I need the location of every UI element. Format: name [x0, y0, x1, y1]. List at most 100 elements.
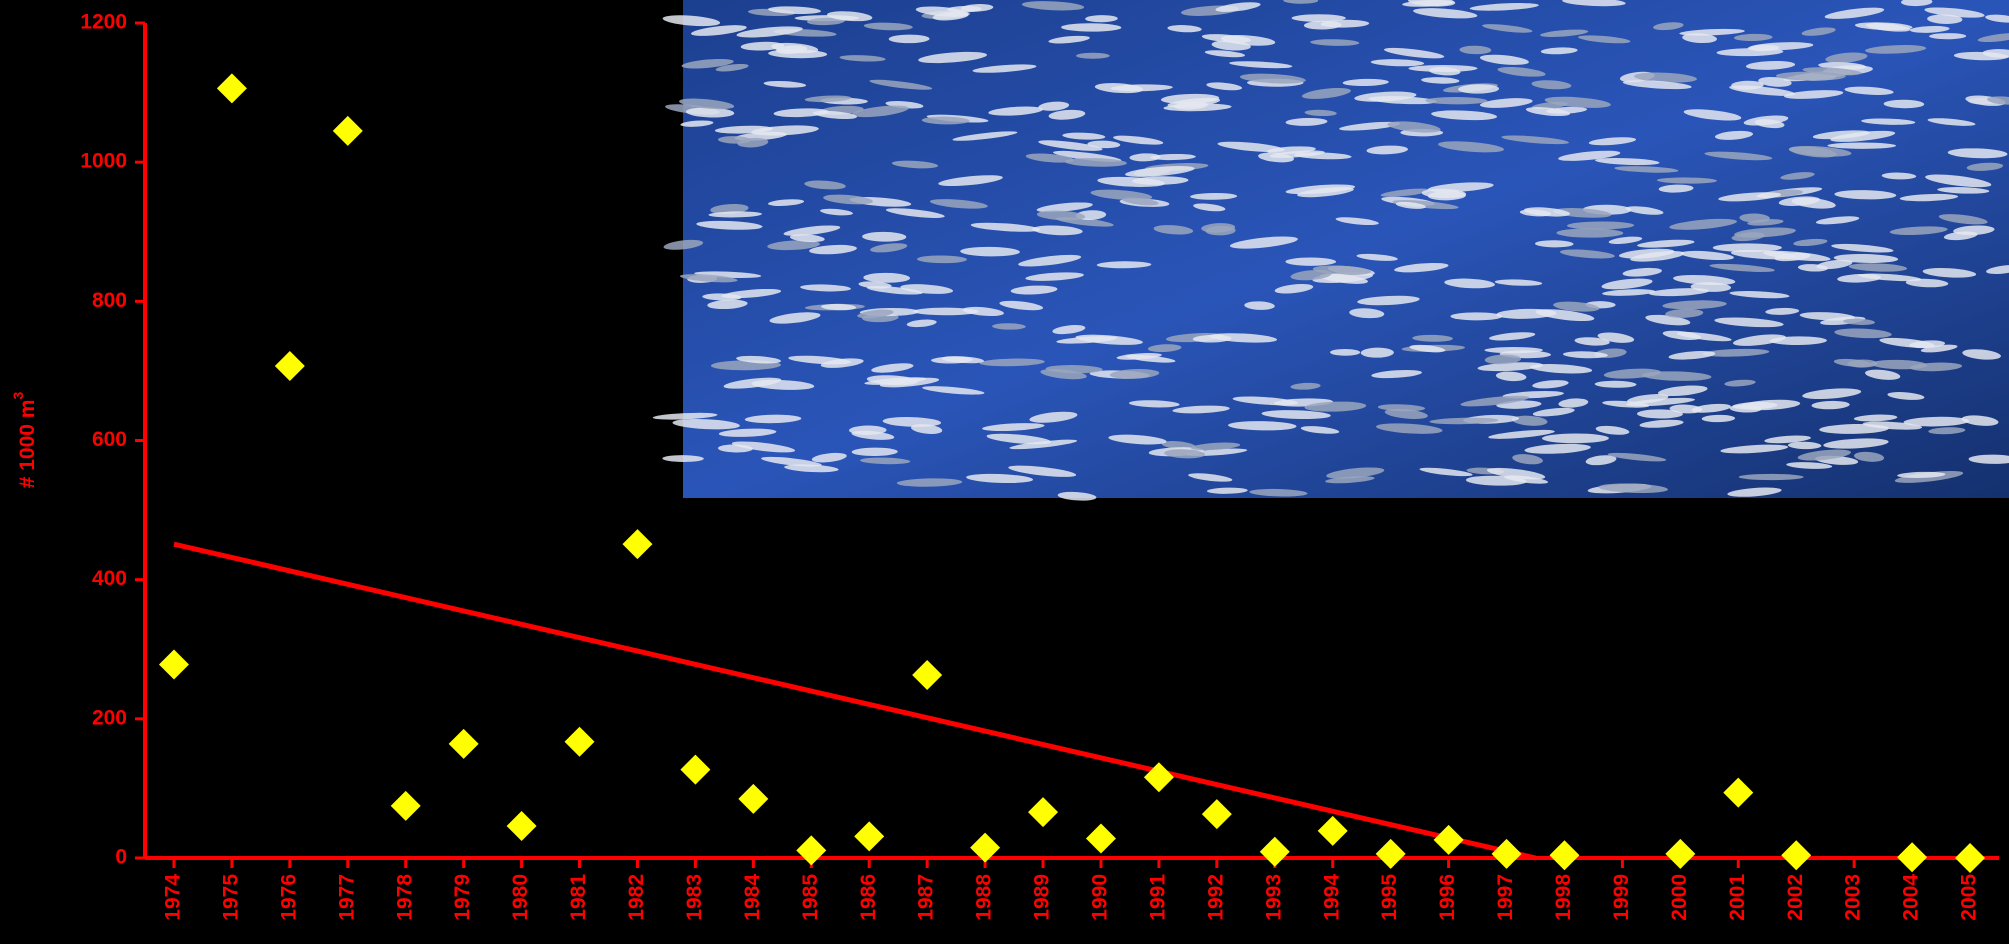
fish	[866, 286, 923, 295]
fish	[1489, 332, 1536, 341]
fish	[820, 358, 864, 368]
fish	[1429, 417, 1499, 425]
fish	[1691, 403, 1731, 413]
fish	[1858, 273, 1922, 282]
fish	[1731, 232, 1765, 242]
x-tick-label: 1988	[973, 874, 996, 921]
point	[216, 73, 247, 104]
fish	[1190, 442, 1241, 451]
x-tick-label: 1978	[393, 874, 416, 921]
fish	[1501, 135, 1569, 145]
fish	[1038, 101, 1070, 111]
fish	[1595, 425, 1630, 435]
x-tick-label: 1991	[1146, 874, 1169, 921]
fish	[1459, 45, 1492, 55]
fish	[1786, 462, 1833, 469]
fish	[1938, 214, 1988, 225]
y-tick-label: 1000	[80, 150, 127, 173]
fish	[1163, 103, 1232, 112]
fish	[1673, 274, 1736, 286]
fish	[1090, 189, 1153, 201]
fish	[1758, 76, 1792, 87]
fish	[1431, 110, 1498, 121]
fish	[652, 412, 718, 420]
fish	[1450, 312, 1503, 321]
fish	[740, 41, 785, 51]
fish	[1232, 396, 1299, 406]
fish	[1636, 409, 1683, 419]
point	[1201, 799, 1232, 830]
fish	[1865, 369, 1901, 380]
fish	[1116, 353, 1162, 360]
point	[854, 821, 885, 852]
fish	[1025, 272, 1084, 281]
fish	[1261, 410, 1331, 419]
y-tick-label: 0	[115, 846, 127, 869]
fish	[1160, 93, 1220, 104]
fish	[1830, 130, 1896, 142]
fish	[1421, 188, 1467, 199]
fish	[1048, 109, 1086, 120]
x-tick-label: 1993	[1262, 874, 1285, 921]
point	[158, 649, 189, 680]
fish	[879, 377, 940, 388]
fish	[806, 17, 845, 26]
fish	[1899, 193, 1959, 202]
fish	[1045, 365, 1103, 374]
x-tick-label: 2002	[1784, 874, 1807, 921]
fish	[1774, 252, 1811, 262]
fish	[811, 452, 847, 463]
fish	[1339, 121, 1401, 131]
fish	[1883, 99, 1925, 109]
fish	[1477, 362, 1544, 372]
fish	[1683, 109, 1742, 121]
fish	[1802, 67, 1862, 76]
fish	[1588, 137, 1637, 146]
point	[1955, 843, 1986, 873]
fish	[917, 255, 967, 264]
fish	[1727, 487, 1782, 497]
fish	[679, 274, 738, 283]
fish	[1783, 90, 1844, 99]
y-tick-label: 200	[92, 706, 127, 729]
fish	[1153, 225, 1194, 235]
fish	[1368, 96, 1437, 105]
fish	[1968, 454, 2009, 464]
point	[1433, 824, 1464, 855]
fish	[1193, 203, 1226, 212]
fish	[1825, 52, 1868, 63]
fish	[1283, 0, 1319, 4]
fish	[1009, 439, 1078, 450]
fish	[922, 386, 985, 395]
point	[564, 726, 595, 757]
fish	[1075, 52, 1110, 59]
point	[448, 728, 479, 759]
x-tick-label: 2000	[1668, 874, 1691, 921]
y-axis-label-sup: 3	[10, 392, 26, 400]
fish	[1249, 488, 1308, 497]
fish	[1982, 49, 2009, 58]
photo	[652, 0, 2009, 501]
x-tick-label: 1985	[799, 874, 822, 921]
fish	[761, 456, 822, 467]
fish	[1274, 284, 1314, 294]
fish	[1844, 86, 1894, 95]
fish	[1342, 78, 1389, 87]
fish	[1853, 451, 1885, 462]
point	[1259, 836, 1290, 867]
fish	[1425, 97, 1488, 105]
fish	[1598, 483, 1668, 494]
fish	[717, 444, 753, 453]
fish	[1594, 157, 1660, 166]
fish	[1540, 47, 1578, 55]
fish	[962, 306, 1004, 317]
fish	[1319, 273, 1369, 284]
fish	[1064, 158, 1127, 167]
fish	[1300, 426, 1340, 434]
fish	[672, 418, 740, 430]
fish	[1801, 27, 1836, 36]
fish	[1922, 268, 1977, 278]
fish	[1132, 176, 1189, 185]
y-tick-label: 800	[92, 289, 127, 312]
